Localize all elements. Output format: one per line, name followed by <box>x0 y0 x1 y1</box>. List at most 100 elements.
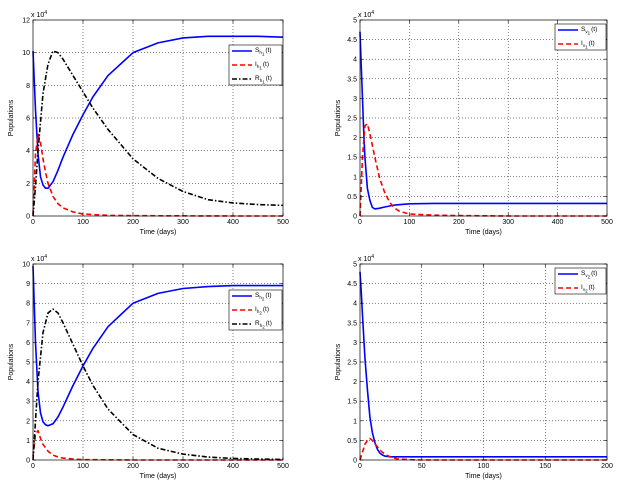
x-tick-label: 150 <box>539 463 551 470</box>
y-tick-label: 2.5 <box>347 116 357 123</box>
x-tick-label: 500 <box>277 463 289 470</box>
x-tick-label: 50 <box>418 463 426 470</box>
y-tick-label: 4 <box>26 148 30 155</box>
x-tick-label: 0 <box>358 463 362 470</box>
y-tick-label: 3.5 <box>347 320 357 327</box>
y-tick-label: 2 <box>26 181 30 188</box>
y-tick-label: 8 <box>26 301 30 308</box>
series-line-s-h1 <box>32 35 284 190</box>
x-tick-label: 0 <box>31 463 35 470</box>
y-tick-label: 8 <box>26 83 30 90</box>
y-tick-label: 3.5 <box>347 76 357 83</box>
y-tick-label: 10 <box>22 50 30 57</box>
legend-box <box>554 267 607 295</box>
legend-entry-s-h1: Sh1(t) <box>255 47 272 57</box>
x-tick-label: 0 <box>31 219 35 226</box>
y-axis-label: Populations <box>335 99 342 136</box>
legend: Sh1(t) Ih1(t) Rh1(t) <box>228 44 283 86</box>
y-tick-label: 4 <box>353 57 357 64</box>
series-line-s-v1 <box>359 31 607 210</box>
x-tick-label: 200 <box>127 463 139 470</box>
x-tick-label: 100 <box>77 219 89 226</box>
y-tick-label: 2 <box>353 135 357 142</box>
legend-entry-s-v2: Sv2(t) <box>581 270 597 280</box>
y-tick-label: 12 <box>22 18 30 25</box>
x-tick-label: 300 <box>177 219 189 226</box>
y-tick-label: 4.5 <box>347 37 357 44</box>
series-line-s-v2 <box>359 271 607 458</box>
y-exponent-label: x 104 <box>358 254 374 263</box>
chart-panel-1: 0 100 200 300 400 500 0 2 4 6 8 10 12x 104 Time (days… <box>8 10 289 236</box>
legend: Sv1(t) Iv1(t) <box>554 23 607 51</box>
y-tick-label: 1.5 <box>347 155 357 162</box>
y-tick-label: 7 <box>26 320 30 327</box>
x-tick-label: 100 <box>404 219 416 226</box>
x-tick-label: 300 <box>502 219 514 226</box>
y-tick-label: 6 <box>26 340 30 347</box>
legend-box <box>554 23 607 51</box>
y-tick-label: 3 <box>353 340 357 347</box>
y-tick-label: 1 <box>353 174 357 181</box>
legend-entry-s-v1: Sv1(t) <box>581 26 597 36</box>
y-tick-label: 4 <box>26 379 30 386</box>
y-axis-label: Populations <box>8 99 15 136</box>
y-tick-label: 2.5 <box>347 360 357 367</box>
chart-panel-2: 0 100 200 300 400 500 0 0.5 1 1.5 2 2.5 3 3.5 4 4.5 5x 1… <box>335 10 613 236</box>
y-axis-label: Populations <box>8 343 15 380</box>
legend-entry-r-h1: Rh1(t) <box>255 75 272 85</box>
legend-entry-i-h2: Ih2(t) <box>255 306 269 316</box>
y-tick-label: 6 <box>26 116 30 123</box>
x-tick-label: 500 <box>277 219 289 226</box>
y-axis-label: Populations <box>335 343 342 380</box>
legend-entry-r-h2: Rh2(t) <box>255 320 272 330</box>
x-tick-label: 400 <box>552 219 564 226</box>
x-axis-label: Time (days) <box>140 229 177 236</box>
y-tick-label: 3 <box>26 399 30 406</box>
y-tick-label: 2 <box>26 418 30 425</box>
y-tick-label: 0.5 <box>347 194 357 201</box>
y-tick-label: 5 <box>353 262 357 269</box>
y-tick-label: 0.5 <box>347 438 357 445</box>
x-tick-label: 400 <box>227 219 239 226</box>
y-tick-label: 3 <box>353 96 357 103</box>
x-tick-label: 400 <box>227 463 239 470</box>
y-tick-label: 4.5 <box>347 281 357 288</box>
x-tick-label: 500 <box>601 219 613 226</box>
y-tick-label: 10 <box>22 262 30 269</box>
x-tick-label: 300 <box>177 463 189 470</box>
y-tick-label: 2 <box>353 379 357 386</box>
x-axis-label: Time (days) <box>465 473 502 480</box>
x-tick-label: 200 <box>453 219 465 226</box>
x-tick-label: 200 <box>127 219 139 226</box>
y-tick-label: 0 <box>26 458 30 465</box>
x-axis-label: Time (days) <box>465 229 502 236</box>
legend-entry-s-h2: Sh2(t) <box>255 292 272 302</box>
x-axis-label: Time (days) <box>140 473 177 480</box>
chart-panel-4: 0 50 100 150 200 0 0.5 1 1.5 2 2.5 3 3.5 4 4.5 5x 104 Ti… <box>335 254 613 480</box>
series-line-r-h1 <box>32 50 284 217</box>
y-tick-label: 9 <box>26 281 30 288</box>
x-tick-label: 100 <box>478 463 490 470</box>
x-tick-label: 100 <box>77 463 89 470</box>
x-tick-label: 0 <box>358 219 362 226</box>
y-exponent-label: x 104 <box>31 10 47 19</box>
y-exponent-label: x 104 <box>358 10 374 19</box>
series-line-s-h2 <box>32 265 283 427</box>
y-tick-label: 5 <box>26 360 30 367</box>
y-tick-label: 1 <box>26 438 30 445</box>
legend: Sh2(t) Ih2(t) Rh2(t) <box>228 289 283 331</box>
legend-entry-i-h1: Ih1(t) <box>255 61 269 71</box>
legend-entry-i-v1: Iv1(t) <box>581 40 595 50</box>
y-tick-label: 5 <box>353 18 357 25</box>
x-tick-label: 200 <box>601 463 613 470</box>
y-tick-label: 0 <box>353 214 357 221</box>
y-tick-label: 4 <box>353 301 357 308</box>
y-tick-label: 1.5 <box>347 399 357 406</box>
y-exponent-label: x 104 <box>31 254 47 263</box>
series-line-r-h2 <box>32 308 284 461</box>
legend: Sv2(t) Iv2(t) <box>554 267 607 295</box>
chart-panel-3: 0 100 200 300 400 500 0 1 2 3 4 5 6 7 8 9 10x 104 Time (d… <box>8 254 289 480</box>
y-tick-label: 1 <box>353 418 357 425</box>
series-line-i-h1 <box>32 133 283 217</box>
